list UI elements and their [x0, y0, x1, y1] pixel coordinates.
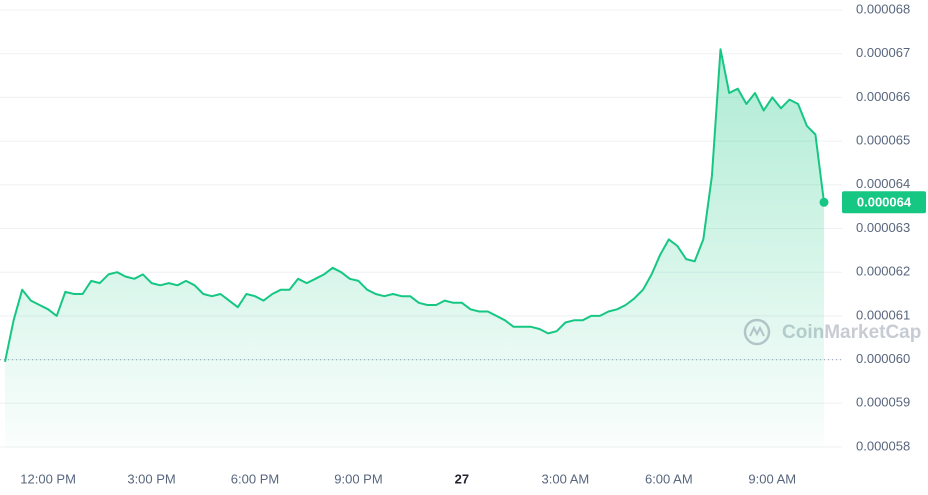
y-tick-label: 0.000064 [856, 176, 910, 191]
y-tick-label: 0.000066 [856, 89, 910, 104]
price-badge [842, 191, 926, 214]
price-badge-label: 0.000064 [857, 195, 912, 210]
price-line [4, 48, 825, 363]
last-point [819, 197, 829, 207]
y-tick-label: 0.000062 [856, 264, 910, 279]
x-tick-label: 3:00 AM [542, 471, 590, 486]
x-tick-label: 6:00 AM [645, 471, 693, 486]
x-tick-label: 3:00 PM [127, 471, 175, 486]
x-tick-label: 9:00 AM [748, 471, 796, 486]
y-tick-label: 0.000061 [856, 307, 910, 322]
y-tick-label: 0.000059 [856, 395, 910, 410]
y-tick-label: 0.000067 [856, 45, 910, 60]
x-tick-label: 9:00 PM [334, 471, 382, 486]
x-tick-label: 12:00 PM [20, 471, 76, 486]
y-tick-label: 0.000060 [856, 351, 910, 366]
y-tick-label: 0.000063 [856, 220, 910, 235]
y-tick-label: 0.000058 [856, 438, 910, 453]
watermark-logo [743, 318, 771, 346]
y-tick-label: 0.000065 [856, 133, 910, 148]
x-tick-label: 6:00 PM [231, 471, 279, 486]
y-tick-label: 0.000068 [856, 1, 910, 16]
area [5, 49, 824, 448]
x-tick-label: 27 [455, 471, 469, 486]
